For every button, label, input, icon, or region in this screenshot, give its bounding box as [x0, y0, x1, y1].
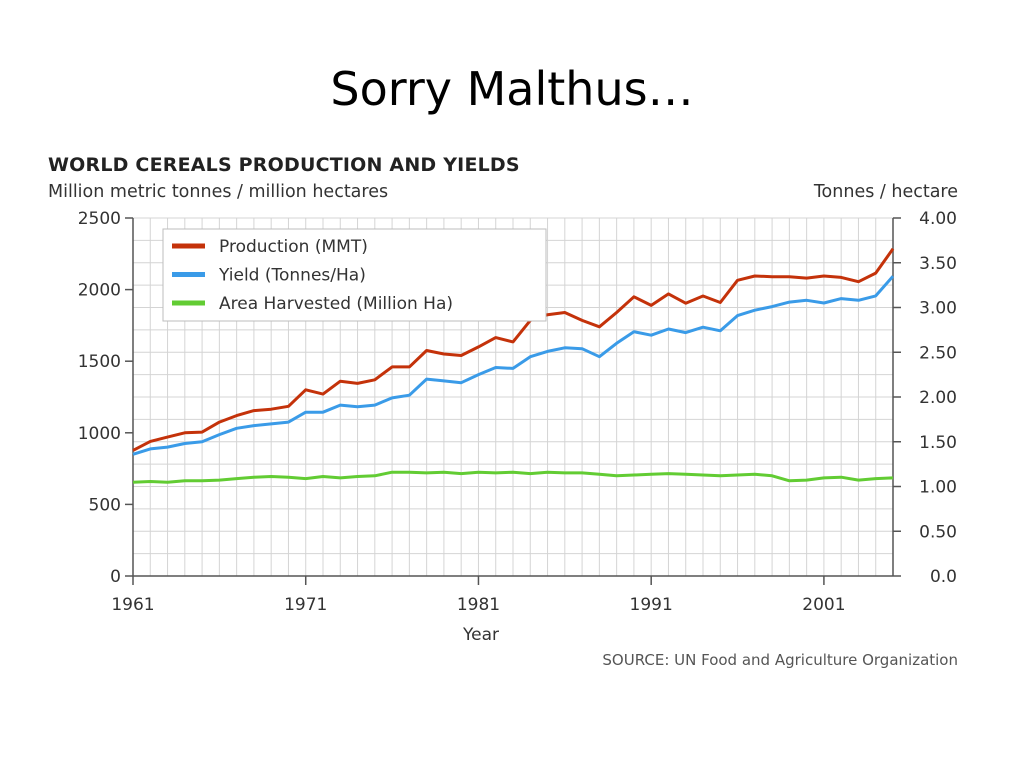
right-tick-label: 2.00 — [919, 388, 957, 408]
chart-title: WORLD CEREALS PRODUCTION AND YIELDS — [48, 154, 520, 176]
right-tick-label: 3.00 — [919, 299, 957, 319]
slide-title: Sorry Malthus… — [330, 62, 694, 116]
right-tick-label: 1.00 — [919, 478, 957, 498]
x-axis-label: Year — [462, 625, 499, 645]
right-axis-label: Tonnes / hectare — [813, 182, 958, 202]
left-tick-label: 1500 — [78, 352, 121, 372]
legend-label: Yield (Tonnes/Ha) — [218, 266, 366, 286]
legend-label: Production (MMT) — [219, 237, 368, 257]
right-tick-label: 2.50 — [919, 343, 957, 363]
left-tick-label: 1000 — [78, 424, 121, 444]
x-tick-label: 1971 — [284, 595, 327, 615]
right-tick-label: 4.00 — [919, 209, 957, 229]
x-tick-label: 1961 — [111, 595, 154, 615]
right-tick-label: 0.0 — [930, 567, 957, 587]
x-tick-label: 2001 — [802, 595, 845, 615]
x-tick-label: 1991 — [630, 595, 673, 615]
series-line-2 — [132, 275, 895, 456]
legend-box — [162, 228, 547, 322]
series-line-1 — [132, 247, 895, 452]
left-axis-label: Million metric tonnes / million hectares — [48, 182, 389, 202]
left-tick-label: 2000 — [78, 281, 121, 301]
legend-label: Area Harvested (Million Ha) — [219, 294, 453, 314]
left-tick-label: 2500 — [78, 209, 121, 229]
left-tick-label: 500 — [89, 495, 121, 515]
left-tick-label: 0 — [110, 567, 121, 587]
right-tick-label: 0.50 — [919, 522, 957, 542]
source-note: SOURCE: UN Food and Agriculture Organiza… — [602, 651, 958, 669]
series-line-3 — [132, 470, 894, 484]
right-tick-label: 1.50 — [919, 433, 957, 453]
right-tick-label: 3.50 — [919, 254, 957, 274]
x-tick-label: 1981 — [457, 595, 500, 615]
